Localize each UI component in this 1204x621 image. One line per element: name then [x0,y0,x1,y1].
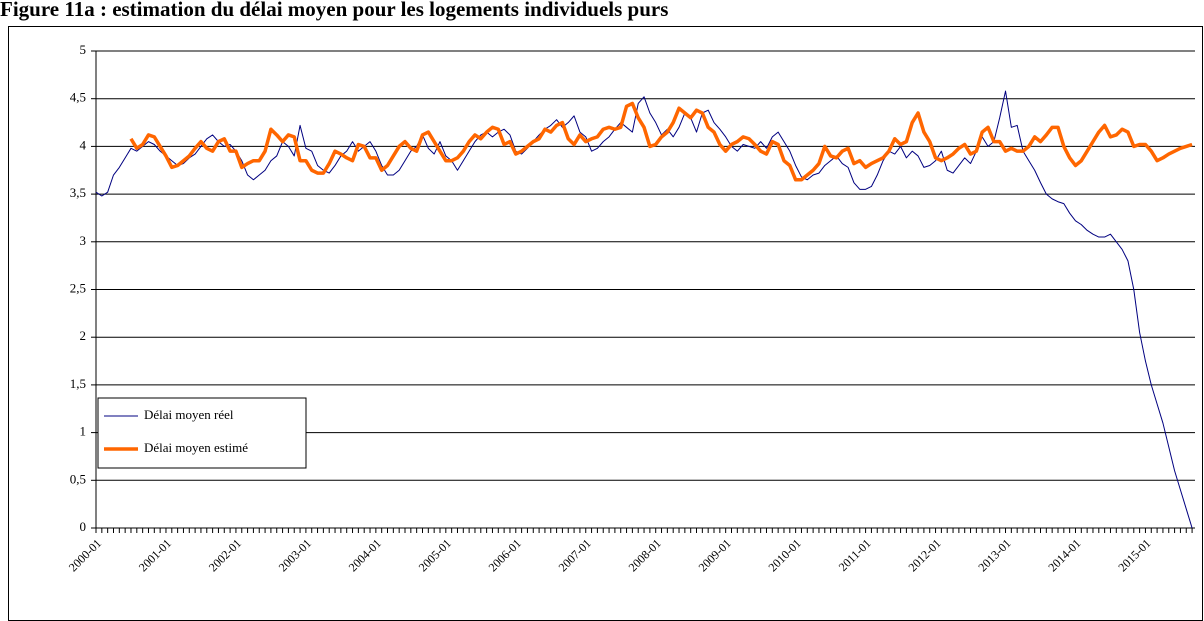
legend-label: Délai moyen réel [144,407,234,422]
y-tick-label: 3 [80,233,87,248]
y-tick-label: 4 [80,137,87,152]
y-tick-label: 1,5 [70,376,86,391]
y-tick-label: 2,5 [70,280,86,295]
y-tick-label: 4,5 [70,90,86,105]
series-line [95,90,1193,529]
legend-box [97,397,307,469]
y-tick-label: 1 [80,424,87,439]
y-tick-label: 0 [80,519,87,534]
series-line [129,101,1193,182]
y-tick-label: 5 [80,42,87,57]
legend-label: Délai moyen estimé [144,440,248,455]
y-tick-label: 2 [80,328,87,343]
y-tick-label: 0,5 [70,471,86,486]
y-tick-label: 3,5 [70,185,86,200]
chart-title: Figure 11a : estimation du délai moyen p… [0,0,668,21]
